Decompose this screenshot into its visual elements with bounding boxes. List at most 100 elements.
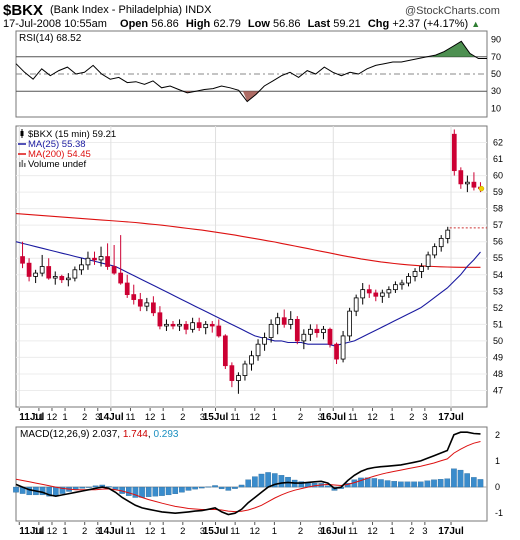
price-tick-label: 50 — [493, 336, 503, 346]
candle-body — [46, 266, 52, 279]
candle-body — [183, 323, 189, 330]
candle-body — [249, 355, 254, 365]
candle-body — [177, 323, 182, 327]
x-tick-label: 3 — [422, 412, 427, 423]
macd-tick-label: 0 — [495, 482, 500, 492]
rsi-tick-label: 70 — [491, 52, 501, 62]
macd-histogram-bar — [411, 481, 417, 488]
macd-label: MACD(12,26,9) 2.037, 1.744, 0.293 — [20, 429, 179, 440]
macd-histogram-bar — [192, 486, 198, 490]
candle-body — [334, 343, 339, 360]
x-tick-label: 17Jul — [438, 526, 464, 537]
macd-histogram-bar — [145, 486, 152, 497]
candle-body — [262, 337, 267, 345]
x-tick-label: 12 — [47, 526, 58, 537]
candle-body — [399, 282, 405, 286]
candle-body — [59, 276, 65, 281]
x-tick-label: 15Jul — [203, 412, 229, 423]
macd-histogram-bar — [125, 486, 132, 496]
candle-body — [419, 266, 424, 272]
candle-body — [65, 277, 71, 281]
x-tick-label: 11 — [126, 526, 136, 537]
macd-tick-label: 1 — [495, 456, 500, 466]
candle-body — [321, 328, 326, 334]
price-tick-label: 55 — [493, 253, 503, 263]
x-tick-label: 11 — [34, 526, 44, 537]
high-value: 62.79 — [213, 18, 241, 30]
macd-value: 2.037, — [92, 429, 123, 440]
price-tick-label: 53 — [493, 286, 503, 296]
candle-body — [39, 266, 45, 274]
macd-histogram-bar — [92, 485, 99, 488]
macd-histogram-bar — [165, 486, 172, 496]
macd-histogram-bar — [172, 486, 179, 494]
macd-histogram-bar — [378, 479, 384, 488]
x-tick-label: 1 — [272, 412, 277, 423]
x-tick-label: 12 — [367, 412, 378, 423]
candle-body — [137, 299, 143, 307]
high-label: High — [185, 18, 211, 30]
candle-body — [52, 276, 58, 279]
macd-histogram-bar — [437, 479, 444, 488]
macd-line — [15, 431, 481, 516]
candle-body — [216, 325, 222, 337]
x-tick-label: 12 — [145, 412, 156, 423]
candle-body — [438, 237, 444, 248]
macd-histogram-bar — [79, 486, 86, 489]
last-price-marker — [478, 185, 485, 192]
candle-body — [203, 323, 209, 329]
candle-body — [340, 335, 346, 360]
volume-bars-icon — [19, 162, 21, 167]
price-tick-label: 61 — [493, 154, 503, 164]
price-tick-label: 51 — [493, 319, 503, 329]
macd-histogram-bar — [212, 485, 218, 488]
x-tick-label: 1 — [62, 526, 67, 537]
candle-body — [242, 363, 248, 376]
last-value: 59.21 — [333, 18, 361, 30]
macd-histogram-bar — [464, 473, 470, 488]
legend-entry: MA(200) 54.45 — [28, 149, 91, 160]
price-tick-label: 48 — [493, 369, 503, 379]
candle-body — [366, 289, 372, 294]
macd-histogram-bar — [159, 486, 165, 496]
macd-label-name: MACD(12,26,9) — [20, 429, 92, 440]
macd-histogram-bar — [252, 476, 258, 488]
x-tick-label: 3 — [422, 526, 427, 537]
x-tick-label: 11 — [230, 412, 240, 423]
x-tick-label: 1 — [389, 412, 394, 423]
open-label: Open — [120, 18, 149, 30]
candle-body — [229, 365, 235, 381]
candle-body — [327, 328, 333, 345]
signal-line — [15, 441, 481, 513]
macd-histogram-bar — [106, 486, 112, 488]
macd-histogram-bar — [225, 486, 232, 491]
macd-histogram-bar — [139, 486, 145, 498]
macd-histogram-bar — [364, 477, 371, 488]
macd-histogram-bar — [371, 478, 378, 488]
macd-histogram-bar — [179, 486, 185, 493]
x-tick-label: 2 — [409, 412, 414, 423]
candlestick-icon-body — [20, 131, 24, 136]
low-label: Low — [247, 18, 270, 30]
x-tick-label: 16Jul — [320, 412, 346, 423]
candle-body — [465, 181, 470, 185]
candle-body — [79, 264, 84, 271]
candle-body — [347, 310, 352, 337]
candle-body — [144, 302, 150, 307]
macd-histogram-bar — [431, 479, 437, 488]
x-tick-label: 2 — [82, 412, 87, 423]
volume-bars-icon — [24, 163, 26, 167]
ma200-line — [15, 213, 481, 268]
macd-histogram-bar — [152, 486, 159, 497]
candle-body — [432, 246, 438, 256]
candle-body — [20, 256, 25, 264]
candle-body — [458, 170, 464, 185]
candle-body — [92, 257, 97, 261]
legend-entry: MA(25) 55.38 — [28, 139, 86, 150]
macd-histogram-bar — [471, 477, 477, 488]
candle-body — [308, 328, 313, 335]
x-tick-label: 2 — [409, 526, 414, 537]
legend-entry: $BKX (15 min) 59.21 — [28, 129, 116, 140]
macd-histogram-bar — [185, 486, 192, 491]
